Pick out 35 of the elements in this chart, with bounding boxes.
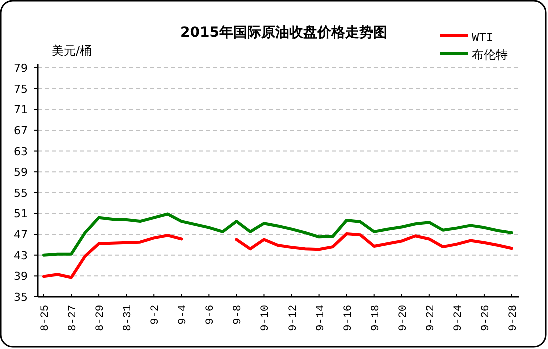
x-tick-label: 9-16: [342, 305, 355, 332]
y-tick-label: 75: [14, 82, 28, 96]
x-tick-label: 9-20: [398, 305, 410, 332]
x-tick-label: 8-27: [68, 305, 80, 332]
line-series: [42, 212, 514, 257]
y-tick-label: 35: [14, 291, 28, 304]
x-tick-label: 9-26: [480, 305, 492, 332]
y-tick-label: 67: [14, 124, 28, 138]
x-tick-label: 9-6: [205, 305, 218, 325]
y-tick-label: 59: [14, 166, 28, 180]
x-tick-label: 8-25: [40, 305, 52, 332]
x-tick-label: 9-4: [178, 304, 190, 325]
y-tick-label: 43: [14, 249, 28, 262]
x-tick-label: 9-28: [508, 305, 520, 332]
x-tick-label: 9-22: [425, 305, 438, 332]
y-tick-label: 47: [14, 228, 28, 242]
x-tick-label: 9-24: [452, 304, 465, 332]
y-axis-title: 美元/桶: [52, 44, 92, 58]
y-tick-label: 55: [14, 186, 28, 200]
chart-title: 2015年国际原油收盘价格走势图: [180, 25, 388, 41]
y-tick-label: 71: [14, 104, 28, 117]
y-tick-label: 39: [14, 270, 28, 284]
legend-label: WTI: [472, 31, 494, 45]
x-tick-label: 9-10: [260, 305, 272, 332]
x-tick-label: 9-2: [150, 305, 162, 325]
y-tick-label: 51: [14, 208, 28, 221]
x-tick-label: 9-18: [370, 305, 382, 332]
x-tick-label: 8-29: [95, 305, 108, 332]
x-tick-label: 9-12: [288, 305, 300, 332]
x-tick-label: 9-14: [315, 304, 328, 332]
y-tick-label: 63: [14, 145, 28, 158]
x-tick-label: 9-8: [232, 305, 245, 325]
x-tick-label: 8-31: [122, 304, 135, 332]
y-tick-label: 79: [14, 62, 28, 75]
legend-label: 布伦特: [472, 48, 508, 62]
